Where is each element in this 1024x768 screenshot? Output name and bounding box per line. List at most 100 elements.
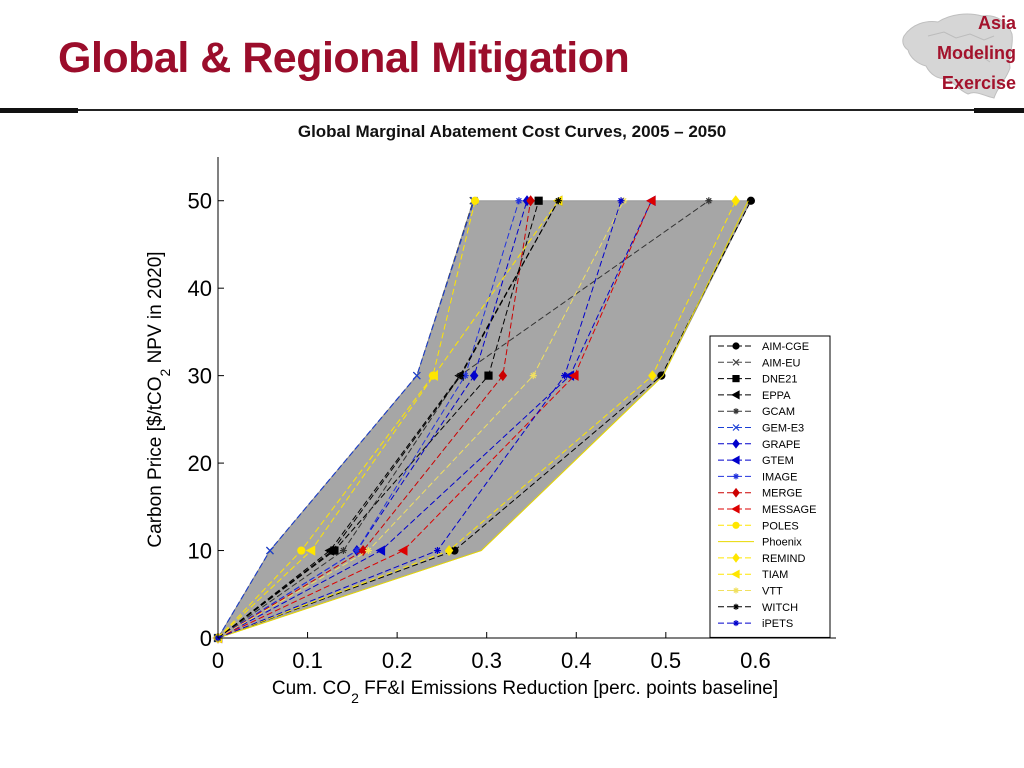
legend-entry-aim-cge: AIM-CGE [718, 341, 809, 353]
legend-entry-witch: WITCH [718, 602, 798, 614]
point-ipets-2 [561, 372, 569, 380]
legend-swatch-marker-witch [733, 603, 739, 610]
legend-swatch-marker-gtem [731, 455, 740, 465]
x-tick-label-5: 0.5 [651, 648, 682, 673]
point-remind-2 [648, 370, 657, 382]
legend-swatch-marker-gem-e3 [732, 424, 740, 431]
legend-label-aim-cge: AIM-CGE [762, 341, 809, 353]
point-witch-2 [457, 372, 465, 380]
point-grape-2 [469, 370, 479, 382]
header-divider-accent-right [974, 108, 1024, 113]
legend-label-gcam: GCAM [762, 406, 795, 418]
point-witch-3 [554, 197, 562, 205]
series-line-image [217, 200, 520, 639]
legend-entry-tiam: TIAM [718, 569, 788, 581]
asia-map-icon [902, 13, 1013, 99]
series-line-gem-e3 [217, 200, 475, 639]
legend-swatch-marker-remind [732, 553, 740, 563]
point-gem-e3-2 [412, 371, 421, 380]
legend-swatch-marker-vtt [733, 587, 739, 594]
series-line-merge [217, 200, 532, 639]
point-image-1 [353, 547, 361, 555]
logo-line-exercise: Exercise [941, 73, 1016, 93]
logo-line-modeling: Modeling [937, 43, 1016, 63]
legend-label-gem-e3: GEM-E3 [762, 423, 804, 435]
legend-label-remind: REMIND [762, 553, 805, 565]
point-remind-3 [731, 195, 740, 207]
point-aim-cge-3 [746, 196, 756, 205]
point-gcam-3 [705, 197, 713, 205]
y-tick-label-1: 10 [188, 539, 212, 564]
legend-entry-gcam: GCAM [718, 406, 795, 418]
series-line-tiam [217, 200, 559, 639]
y-tick-label-4: 40 [188, 276, 212, 301]
chart-title: Global Marginal Abatement Cost Curves, 2… [297, 122, 727, 141]
legend-swatch-marker-tiam [731, 569, 740, 579]
legend-label-aim-eu: AIM-EU [762, 357, 801, 369]
point-tiam-1 [305, 545, 316, 556]
legend-entry-aim-eu: AIM-EU [718, 357, 801, 369]
legend-entry-poles: POLES [718, 520, 799, 532]
legend-entry-remind: REMIND [718, 553, 805, 565]
point-tiam-2 [428, 370, 438, 381]
legend-swatch-marker-eppa [731, 390, 740, 400]
legend-entry-grape: GRAPE [718, 439, 801, 451]
legend-label-gtem: GTEM [762, 455, 794, 467]
series-line-poles [217, 200, 476, 639]
legend-label-poles: POLES [762, 520, 799, 532]
legend-label-merge: MERGE [762, 488, 802, 500]
legend-swatch-marker-ipets [733, 620, 739, 627]
legend-box [709, 335, 831, 638]
x-axis-label: Cum. CO2 FF&I Emissions Reduction [perc.… [272, 678, 778, 706]
x-tick-label-2: 0.2 [382, 648, 413, 673]
legend-label-image: IMAGE [762, 471, 797, 483]
legend-label-tiam: TIAM [762, 569, 788, 581]
legend-swatch-marker-gcam [733, 408, 739, 415]
point-message-2 [569, 370, 579, 381]
asia-modeling-exercise-logo: Asia Modeling Exercise [898, 6, 1016, 106]
point-merge-2 [498, 370, 508, 382]
y-tick-label-2: 20 [188, 451, 212, 476]
legend-entry-dne21: DNE21 [718, 374, 797, 386]
legend-swatch-marker-poles [732, 521, 740, 529]
series-phoenix [217, 200, 749, 639]
x-tick-label-1: 0.1 [292, 648, 323, 673]
legend-swatch-marker-aim-eu [732, 358, 740, 366]
slide-title: Global & Regional Mitigation [58, 34, 630, 82]
y-axis-label: Carbon Price [$/tCO2 NPV in 2020] [145, 251, 173, 547]
series-line-message [217, 200, 652, 639]
point-ipets-1 [433, 547, 441, 555]
legend-label-phoenix: Phoenix [762, 537, 802, 549]
point-vtt-2 [529, 372, 537, 380]
header-divider-accent-left [0, 108, 78, 113]
point-merge-1 [358, 545, 368, 557]
series-line-gtem [217, 200, 652, 639]
legend-label-message: MESSAGE [762, 504, 816, 516]
point-dne21-2 [484, 371, 493, 380]
point-gtem-1 [375, 545, 386, 556]
legend-swatch-marker-merge [732, 487, 740, 498]
legend-label-vtt: VTT [762, 586, 783, 598]
legend-entry-image: IMAGE [718, 471, 797, 483]
legend-swatch-marker-message [731, 504, 740, 514]
series-line-ipets [217, 200, 622, 639]
y-tick-label-3: 30 [188, 364, 212, 389]
series-line-remind [217, 200, 737, 639]
point-witch-1 [329, 547, 337, 555]
y-tick-label-0: 0 [200, 626, 212, 651]
point-gcam-1 [339, 547, 347, 555]
x-tick-label-6: 0.6 [740, 648, 771, 673]
legend-swatch-marker-aim-cge [732, 342, 740, 350]
legend-label-eppa: EPPA [762, 390, 791, 402]
point-image-3 [515, 197, 523, 205]
point-poles-1 [297, 546, 306, 555]
legend-entry-gem-e3: GEM-E3 [718, 423, 804, 435]
legend-entry-ipets: iPETS [718, 618, 793, 630]
point-aim-cge-2 [657, 371, 666, 380]
point-message-1 [397, 545, 408, 556]
point-remind-1 [444, 545, 454, 557]
logo-line-asia: Asia [977, 13, 1016, 33]
x-tick-label-0: 0 [212, 648, 224, 673]
series-line-dne21 [217, 200, 540, 639]
